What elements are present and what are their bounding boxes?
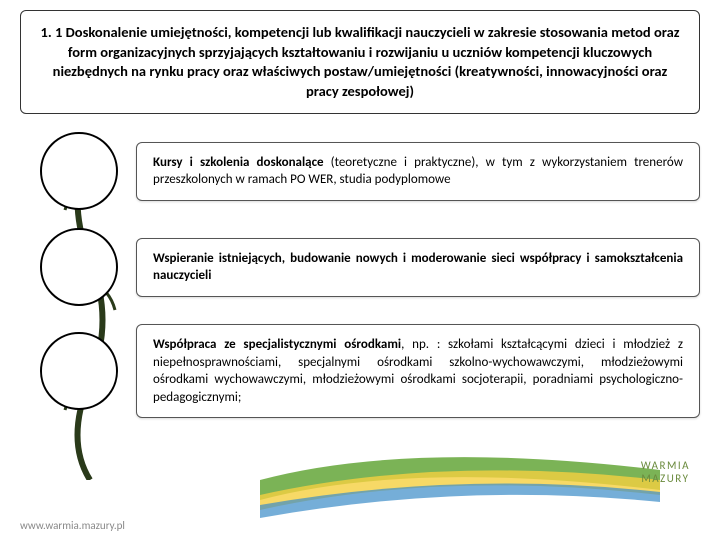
item-box: Współpraca ze specjalistycznymi ośrodkam…: [136, 324, 700, 418]
item-box: Kursy i szkolenia doskonalące (teoretycz…: [136, 142, 700, 201]
header-box: 1. 1 Doskonalenie umiejętności, kompeten…: [20, 10, 700, 114]
footer-url: www.warmia.mazury.pl: [20, 519, 125, 532]
item-box: Wspieranie istniejących, budowanie nowyc…: [136, 238, 700, 297]
logo-line2: MAZURY: [641, 472, 690, 485]
item-circle: [40, 228, 118, 306]
logo-text: WARMIA MAZURY: [641, 459, 690, 485]
list-item: Kursy i szkolenia doskonalące (teoretycz…: [20, 132, 700, 210]
header-text: 1. 1 Doskonalenie umiejętności, kompeten…: [41, 23, 680, 100]
item-circle: [40, 332, 118, 410]
items-list: Kursy i szkolenia doskonalące (teoretycz…: [20, 132, 700, 418]
item-bold: Współpraca ze specjalistycznymi ośrodkam…: [153, 337, 401, 352]
logo-line1: WARMIA: [641, 459, 690, 472]
list-item: Współpraca ze specjalistycznymi ośrodkam…: [20, 324, 700, 418]
item-bold: Kursy i szkolenia doskonalące: [153, 155, 324, 170]
list-item: Wspieranie istniejących, budowanie nowyc…: [20, 228, 700, 306]
item-circle: [40, 132, 118, 210]
item-bold: Wspieranie istniejących, budowanie nowyc…: [153, 251, 683, 284]
